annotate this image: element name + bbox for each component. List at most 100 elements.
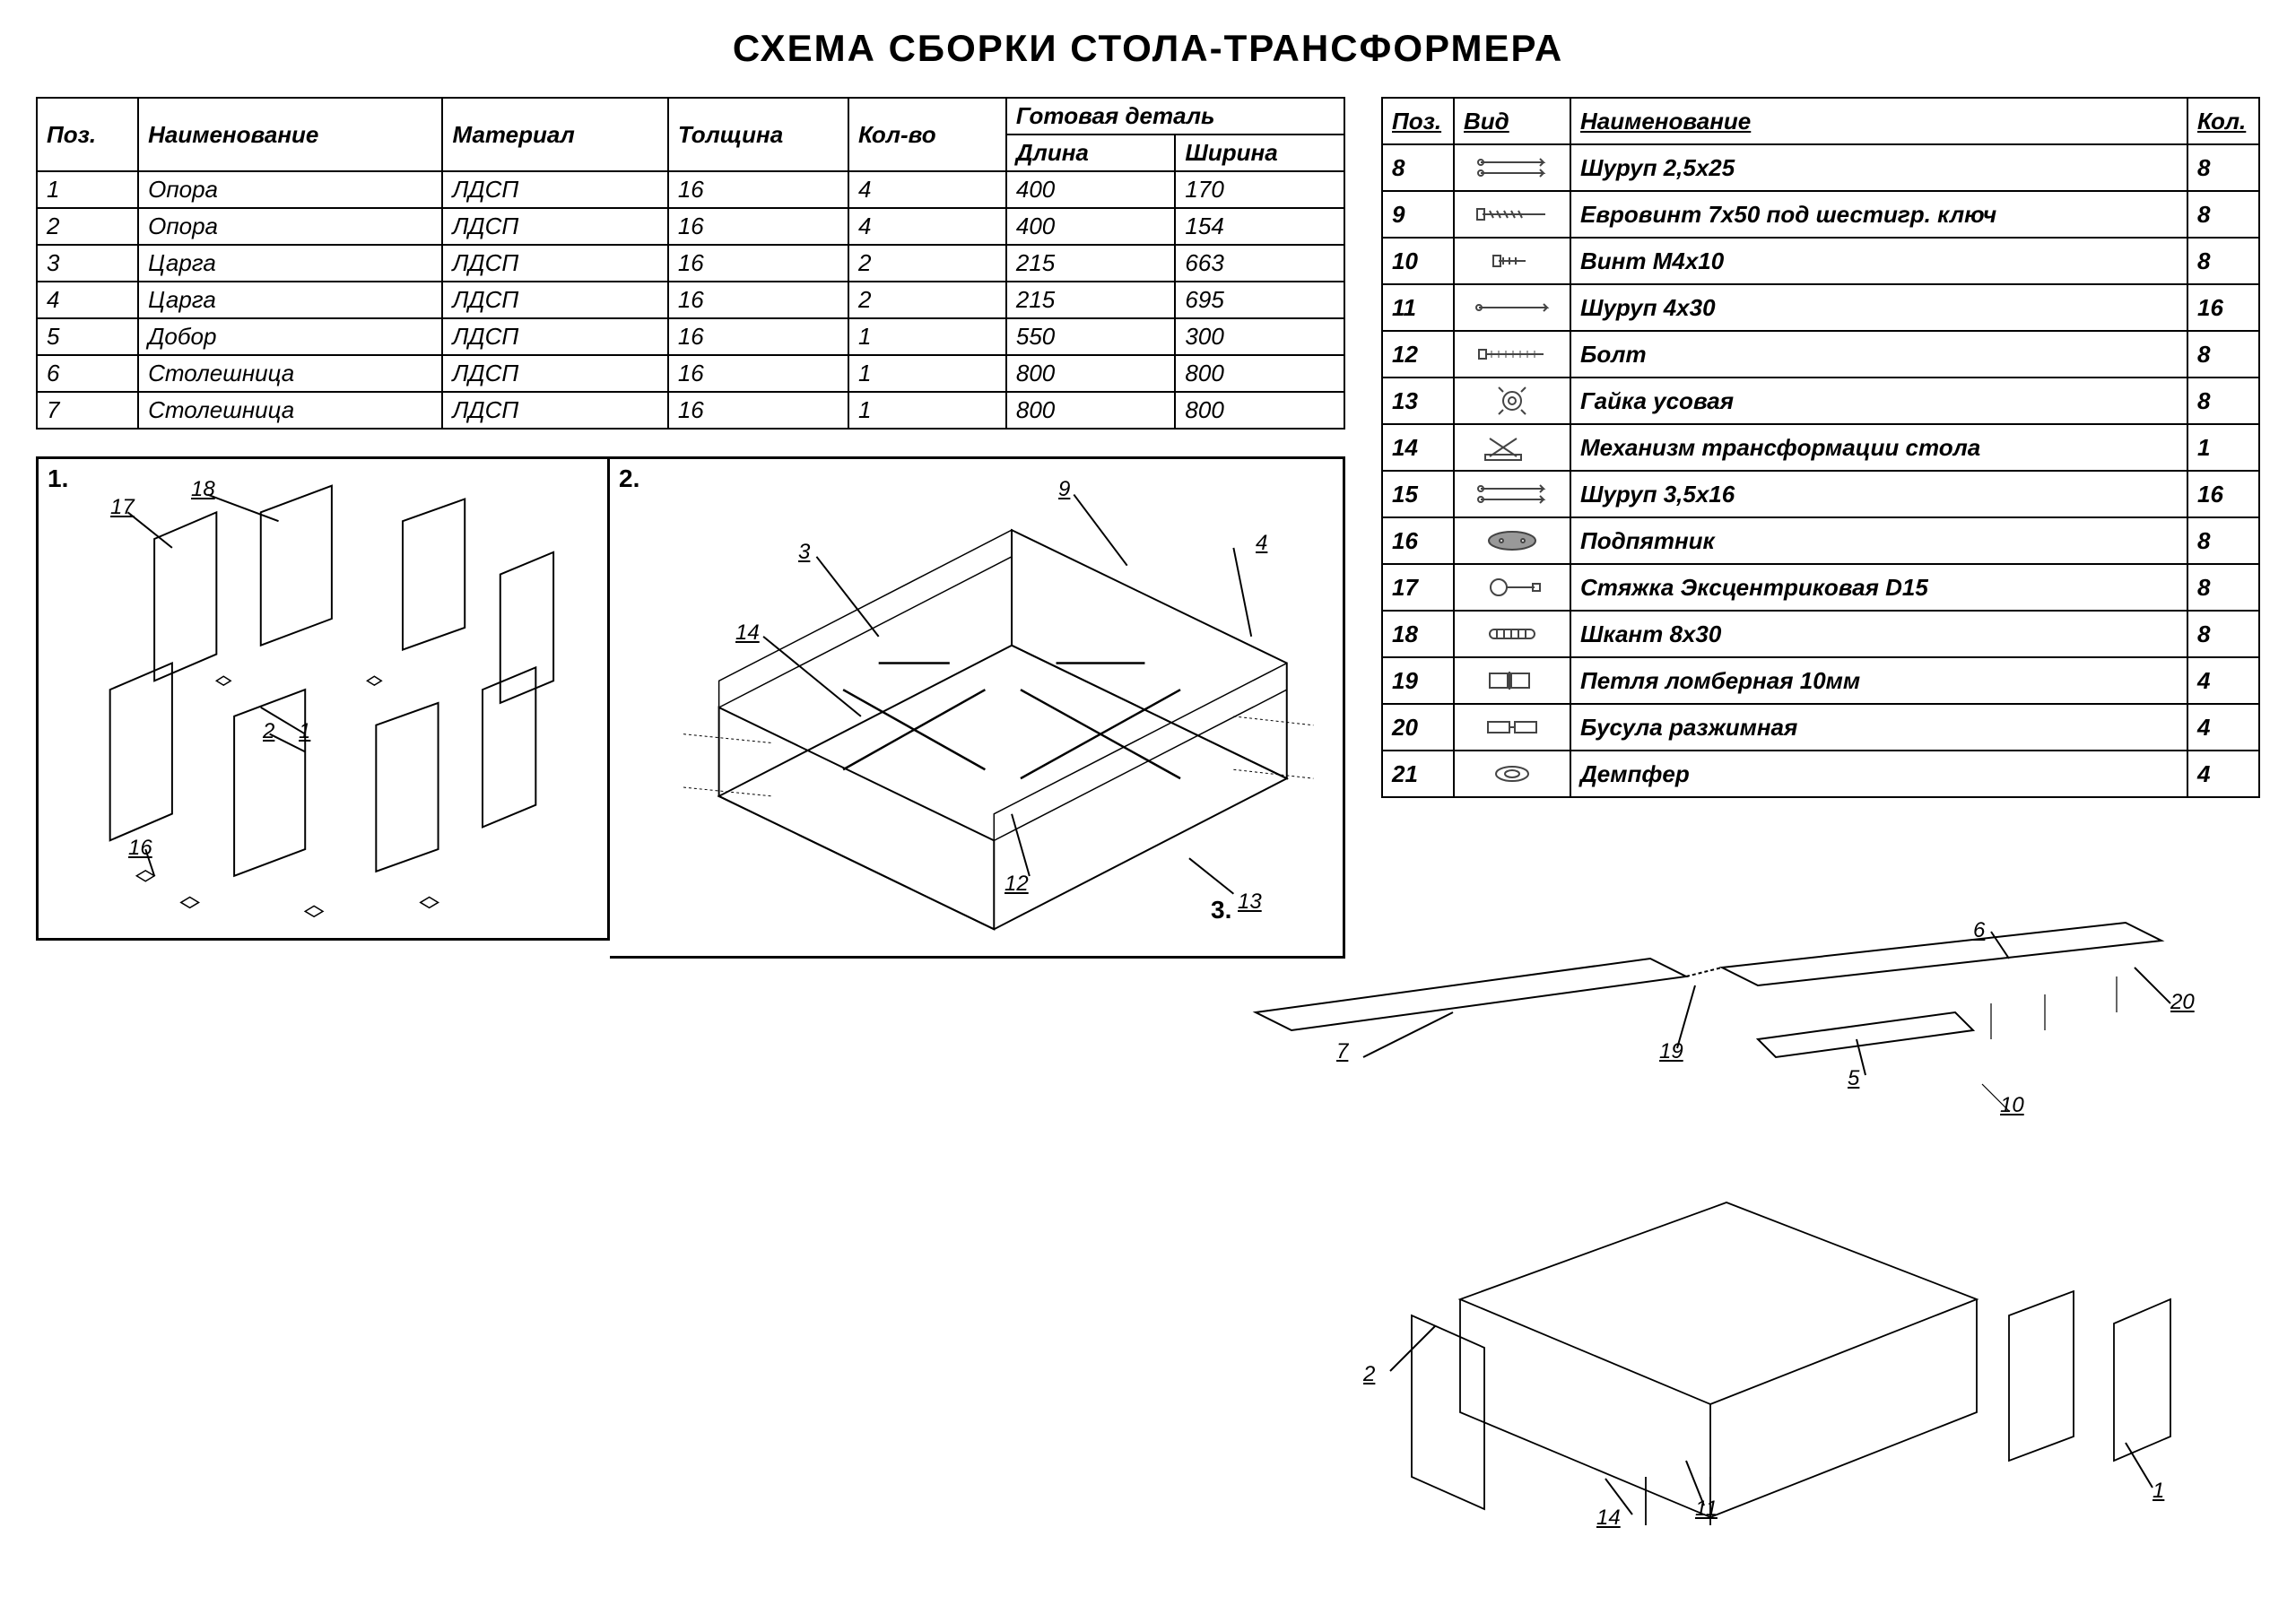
callout-7: 7 bbox=[1336, 1039, 1348, 1064]
table-row: 11Шуруп 4х3016 bbox=[1382, 284, 2259, 331]
tnut-icon bbox=[1454, 378, 1570, 424]
callout-9: 9 bbox=[1058, 477, 1070, 502]
callout-1: 1 bbox=[299, 719, 310, 744]
table-row: 16Подпятник8 bbox=[1382, 517, 2259, 564]
table-cell: 8 bbox=[2187, 238, 2259, 284]
table-cell: 695 bbox=[1175, 282, 1344, 318]
table-cell: ЛДСП bbox=[442, 208, 667, 245]
table-cell: 16 bbox=[2187, 284, 2259, 331]
table-cell: 16 bbox=[668, 355, 848, 392]
table-cell: 154 bbox=[1175, 208, 1344, 245]
callout-14b: 14 bbox=[1596, 1506, 1621, 1531]
table-cell: Бусула разжимная bbox=[1570, 704, 2187, 751]
table-row: 1ОпораЛДСП164400170 bbox=[37, 171, 1344, 208]
table-cell: Винт М4х10 bbox=[1570, 238, 2187, 284]
table-cell: 16 bbox=[668, 171, 848, 208]
table-cell: Столешница bbox=[138, 355, 442, 392]
damper-icon bbox=[1454, 751, 1570, 797]
col-name: Наименование bbox=[138, 98, 442, 171]
diagram-2-svg bbox=[610, 459, 1343, 956]
table-cell: 16 bbox=[668, 208, 848, 245]
table-cell: Царга bbox=[138, 245, 442, 282]
table-row: 3ЦаргаЛДСП162215663 bbox=[37, 245, 1344, 282]
table-cell: 11 bbox=[1382, 284, 1454, 331]
table-cell: 1 bbox=[848, 392, 1006, 429]
table-row: 9Евровинт 7х50 под шестигр. ключ8 bbox=[1382, 191, 2259, 238]
callout-14: 14 bbox=[735, 621, 760, 646]
table-cell: Столешница bbox=[138, 392, 442, 429]
screw-icon bbox=[1454, 471, 1570, 517]
table-cell: Болт bbox=[1570, 331, 2187, 378]
callout-4: 4 bbox=[1256, 531, 1267, 556]
table-cell: 16 bbox=[668, 392, 848, 429]
table-cell: 2 bbox=[37, 208, 138, 245]
callout-6: 6 bbox=[1973, 918, 1985, 943]
table-cell: 2 bbox=[848, 282, 1006, 318]
table-cell: 18 bbox=[1382, 611, 1454, 657]
col-width: Ширина bbox=[1175, 135, 1344, 171]
hardware-table: Поз. Вид Наименование Кол. 8Шуруп 2,5х25… bbox=[1381, 97, 2260, 798]
callout-17: 17 bbox=[110, 495, 135, 520]
table-row: 20 Бусула разжимная4 bbox=[1382, 704, 2259, 751]
table-cell: 15 bbox=[1382, 471, 1454, 517]
table-cell: 1 bbox=[848, 318, 1006, 355]
table-row: 14Механизм трансформации стола1 bbox=[1382, 424, 2259, 471]
table-cell: 17 bbox=[1382, 564, 1454, 611]
table-cell: 4 bbox=[2187, 704, 2259, 751]
table-cell: ЛДСП bbox=[442, 355, 667, 392]
table-cell: 170 bbox=[1175, 171, 1344, 208]
table-cell: 800 bbox=[1175, 355, 1344, 392]
table-cell: 20 bbox=[1382, 704, 1454, 751]
diagram-1-svg bbox=[39, 459, 607, 938]
callout-2b: 2 bbox=[1363, 1362, 1375, 1387]
table-cell: 4 bbox=[37, 282, 138, 318]
page-title: СХЕМА СБОРКИ СТОЛА-ТРАНСФОРМЕРА bbox=[36, 27, 2260, 70]
col-qty: Кол-во bbox=[848, 98, 1006, 171]
hw-col-name: Наименование bbox=[1570, 98, 2187, 144]
table-cell: 5 bbox=[37, 318, 138, 355]
parts-table: Поз. Наименование Материал Толщина Кол-в… bbox=[36, 97, 1345, 430]
col-finished: Готовая деталь bbox=[1006, 98, 1344, 135]
col-material: Материал bbox=[442, 98, 667, 171]
table-cell: 4 bbox=[848, 171, 1006, 208]
table-cell: 215 bbox=[1006, 245, 1176, 282]
table-cell: 6 bbox=[37, 355, 138, 392]
table-cell: Механизм трансформации стола bbox=[1570, 424, 2187, 471]
table-cell: 14 bbox=[1382, 424, 1454, 471]
table-cell: 663 bbox=[1175, 245, 1344, 282]
table-row: 19Петля ломберная 10мм4 bbox=[1382, 657, 2259, 704]
table-cell: Шуруп 2,5х25 bbox=[1570, 144, 2187, 191]
table-cell: 8 bbox=[2187, 191, 2259, 238]
table-cell: Гайка усовая bbox=[1570, 378, 2187, 424]
table-cell: 4 bbox=[2187, 751, 2259, 797]
table-cell: 16 bbox=[2187, 471, 2259, 517]
diagram-1: 1. bbox=[36, 456, 610, 941]
callout-19: 19 bbox=[1659, 1039, 1683, 1064]
hw-col-qty: Кол. bbox=[2187, 98, 2259, 144]
table-cell: 7 bbox=[37, 392, 138, 429]
table-cell: Подпятник bbox=[1570, 517, 2187, 564]
table-cell: Петля ломберная 10мм bbox=[1570, 657, 2187, 704]
table-cell: 1 bbox=[37, 171, 138, 208]
table-row: 12Болт8 bbox=[1382, 331, 2259, 378]
table-cell: 800 bbox=[1175, 392, 1344, 429]
table-row: 15Шуруп 3,5х1616 bbox=[1382, 471, 2259, 517]
table-cell: Царга bbox=[138, 282, 442, 318]
table-cell: Добор bbox=[138, 318, 442, 355]
hw-col-view: Вид bbox=[1454, 98, 1570, 144]
table-cell: 800 bbox=[1006, 392, 1176, 429]
table-cell: 13 bbox=[1382, 378, 1454, 424]
table-row: 7СтолешницаЛДСП161800800 bbox=[37, 392, 1344, 429]
col-pos: Поз. bbox=[37, 98, 138, 171]
table-cell: 19 bbox=[1382, 657, 1454, 704]
table-row: 10Винт М4х108 bbox=[1382, 238, 2259, 284]
screw-icon bbox=[1454, 144, 1570, 191]
table-cell: ЛДСП bbox=[442, 171, 667, 208]
table-cell: 550 bbox=[1006, 318, 1176, 355]
table-cell: Демпфер bbox=[1570, 751, 2187, 797]
callout-20: 20 bbox=[2170, 990, 2195, 1015]
table-cell: 8 bbox=[2187, 144, 2259, 191]
callout-18: 18 bbox=[191, 477, 215, 502]
confirmat-icon bbox=[1454, 191, 1570, 238]
callout-10: 10 bbox=[2000, 1093, 2024, 1118]
